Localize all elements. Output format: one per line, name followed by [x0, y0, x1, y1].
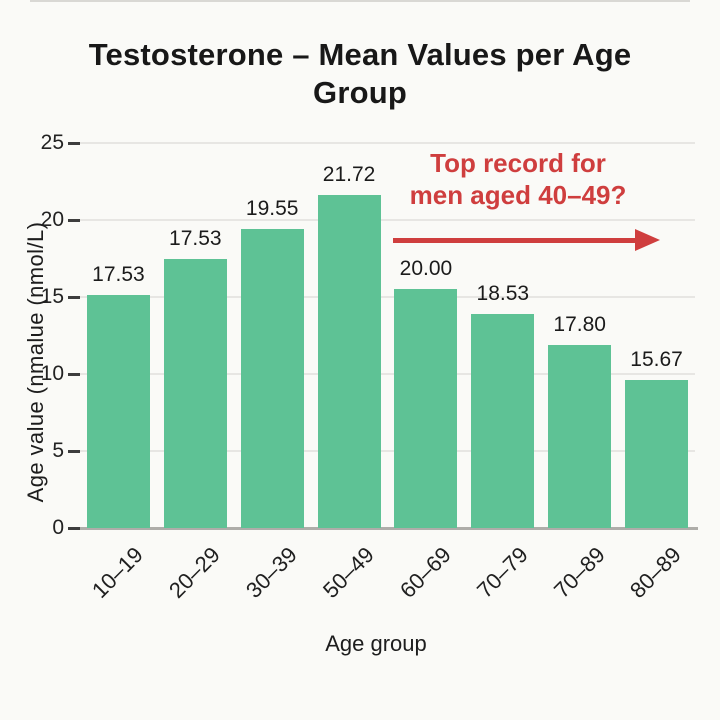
x-tick-label: 30–39 — [240, 542, 302, 603]
x-tick-label: 70–79 — [471, 542, 533, 603]
bar-value-label: 19.55 — [245, 197, 299, 221]
y-axis-title: Age value (nmalue (nmol/L) — [23, 221, 48, 503]
annotation-line-2: men aged 40–49? — [409, 180, 627, 210]
annotation-text: Top record for men aged 40–49? — [390, 147, 646, 211]
x-axis-title: Age group — [325, 631, 427, 656]
bar — [394, 289, 458, 528]
bar — [317, 195, 381, 528]
y-tick-label: 5 — [52, 439, 64, 462]
x-tick-label: 10–19 — [87, 542, 149, 603]
chart-title: Testosterone – Mean Values per Age Group — [88, 37, 632, 110]
y-tick-label: 0 — [52, 516, 64, 539]
bar-value-label: 15.67 — [630, 348, 683, 372]
y-tick-mark — [68, 449, 80, 453]
y-tick-mark — [68, 295, 80, 299]
x-axis-line — [80, 527, 698, 530]
y-tick-label: 20 — [40, 208, 64, 231]
x-tick-label: 80–89 — [625, 542, 687, 603]
y-tick-mark — [68, 141, 80, 145]
bar-value-label: 21.72 — [322, 163, 376, 187]
bar-value-label: 17.80 — [553, 312, 606, 336]
bar-value-label: 17.53 — [92, 263, 145, 287]
bar — [548, 344, 612, 528]
y-tick-label: 10 — [40, 362, 64, 385]
bar-value-label: 18.53 — [476, 281, 530, 305]
x-tick-label: 70–89 — [548, 542, 610, 603]
annotation-arrow-head-icon — [635, 229, 660, 251]
bar — [471, 313, 535, 528]
bar-value-label: 20.00 — [399, 257, 453, 281]
y-tick-mark — [68, 526, 80, 530]
x-tick-label: 60–69 — [394, 542, 456, 603]
y-tick-mark — [68, 372, 80, 376]
annotation-line-1: Top record for — [430, 148, 606, 178]
gridline — [80, 219, 695, 221]
top-edge-line — [30, 0, 690, 2]
y-tick-label: 15 — [40, 285, 64, 308]
gridline — [80, 373, 695, 375]
bar-value-label: 17.53 — [169, 226, 222, 250]
gridline — [80, 296, 695, 298]
bar — [163, 258, 227, 528]
bar — [625, 380, 689, 528]
gridline — [80, 450, 695, 452]
bar — [86, 295, 150, 528]
x-tick-label: 50–49 — [317, 542, 379, 603]
y-tick-label: 25 — [40, 131, 64, 154]
bar — [240, 229, 304, 528]
annotation-arrow-shaft — [393, 238, 635, 243]
gridline — [80, 142, 695, 144]
y-tick-mark — [68, 218, 80, 222]
x-tick-label: 20–29 — [164, 542, 225, 603]
